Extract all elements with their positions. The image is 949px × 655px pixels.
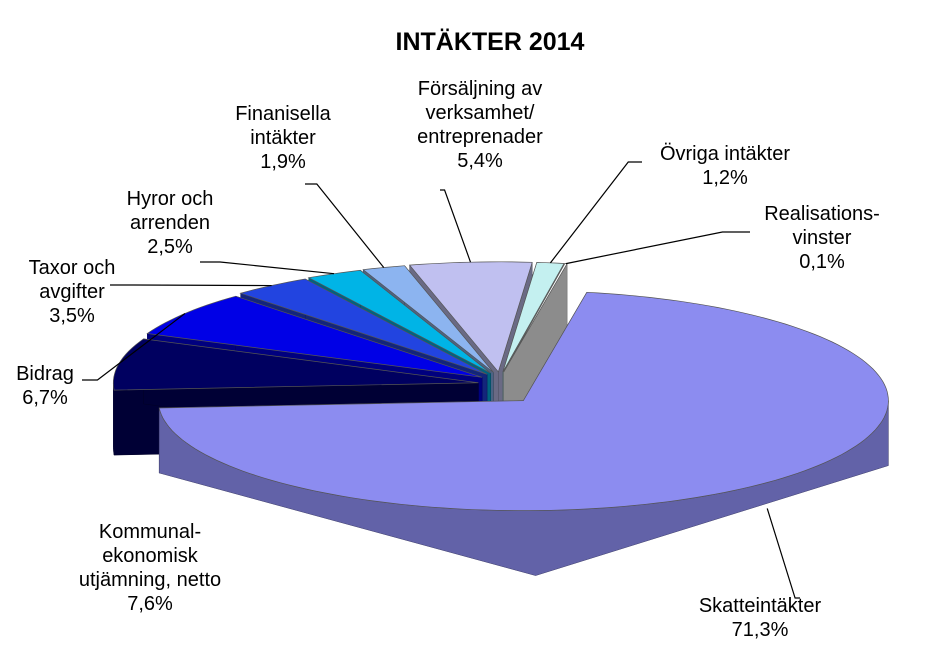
leader-line bbox=[766, 508, 800, 599]
data-label: Bidrag 6,7% bbox=[16, 363, 74, 409]
chart-title: INTÄKTER 2014 bbox=[396, 28, 585, 56]
data-label-line: avgifter bbox=[39, 281, 105, 303]
leader-line bbox=[82, 312, 186, 381]
data-label-line: utjämning, netto bbox=[79, 569, 221, 591]
leader-line bbox=[200, 261, 335, 275]
data-label-value: 7,6% bbox=[127, 593, 173, 615]
data-label-line: Realisations- bbox=[764, 203, 880, 225]
data-label-value: 1,2% bbox=[702, 167, 748, 189]
data-label-line: Kommunal- bbox=[99, 521, 201, 543]
data-label-line: arrenden bbox=[130, 212, 210, 234]
leader-line bbox=[305, 183, 385, 268]
slice bbox=[146, 295, 483, 378]
data-label: Övriga intäkter 1,2% bbox=[660, 143, 790, 189]
data-label-value: 0,1% bbox=[799, 251, 845, 273]
slice bbox=[307, 269, 491, 374]
data-label: Realisations-vinster 0,1% bbox=[764, 203, 880, 273]
data-label: Hyror och arrenden 2,5% bbox=[127, 188, 214, 258]
leader-line bbox=[110, 284, 272, 287]
data-label-value: 5,4% bbox=[457, 150, 503, 172]
data-label-value: 2,5% bbox=[147, 236, 193, 258]
data-label-line: ekonomisk bbox=[102, 545, 199, 567]
data-label-line: Bidrag bbox=[16, 363, 74, 385]
slice-side bbox=[113, 382, 115, 456]
slice bbox=[408, 261, 533, 373]
data-label-line: Finanisella bbox=[235, 103, 331, 125]
data-label-value: 71,3% bbox=[732, 619, 789, 641]
leader-line bbox=[549, 161, 642, 264]
slice bbox=[158, 291, 889, 511]
data-label-value: 6,7% bbox=[22, 387, 68, 409]
data-label-line: entreprenader bbox=[417, 126, 543, 148]
leader-line bbox=[565, 231, 750, 265]
data-label: Finanisella intäkter 1,9% bbox=[235, 103, 331, 173]
slice bbox=[502, 262, 565, 373]
data-label-value: 1,9% bbox=[260, 151, 306, 173]
data-label: Försäljning av verksamhet/entreprenader 5,… bbox=[417, 78, 543, 172]
data-label: Taxor och avgifter 3,5% bbox=[29, 257, 116, 327]
data-label-value: 3,5% bbox=[49, 305, 95, 327]
data-label-line: Hyror och bbox=[127, 188, 214, 210]
data-label-line: Taxor och bbox=[29, 257, 116, 279]
data-label: Kommunal-ekonomisk utjämning, netto 7,6% bbox=[79, 521, 221, 615]
data-label-line: Övriga intäkter bbox=[660, 143, 790, 165]
data-label-line: intäkter bbox=[250, 127, 316, 149]
data-label-line: Skatteintäkter bbox=[699, 595, 822, 617]
slice bbox=[503, 263, 568, 373]
data-label-line: vinster bbox=[793, 227, 852, 249]
data-label-line: verksamhet/ bbox=[426, 102, 535, 124]
data-label: Skatteintäkter 71,3% bbox=[699, 595, 822, 641]
leader-line bbox=[440, 189, 472, 263]
data-label-line: Försäljning av bbox=[418, 78, 543, 100]
